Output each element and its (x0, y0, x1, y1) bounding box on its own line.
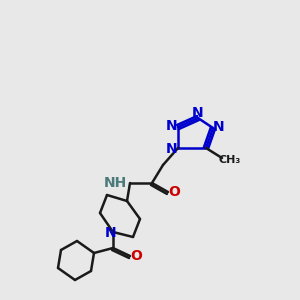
Text: N: N (166, 119, 178, 133)
Text: O: O (168, 185, 180, 199)
Text: CH₃: CH₃ (219, 155, 241, 165)
Text: N: N (105, 226, 117, 240)
Text: O: O (130, 249, 142, 263)
Text: N: N (192, 106, 204, 120)
Text: NH: NH (104, 176, 127, 190)
Text: N: N (213, 120, 225, 134)
Text: N: N (166, 142, 178, 156)
